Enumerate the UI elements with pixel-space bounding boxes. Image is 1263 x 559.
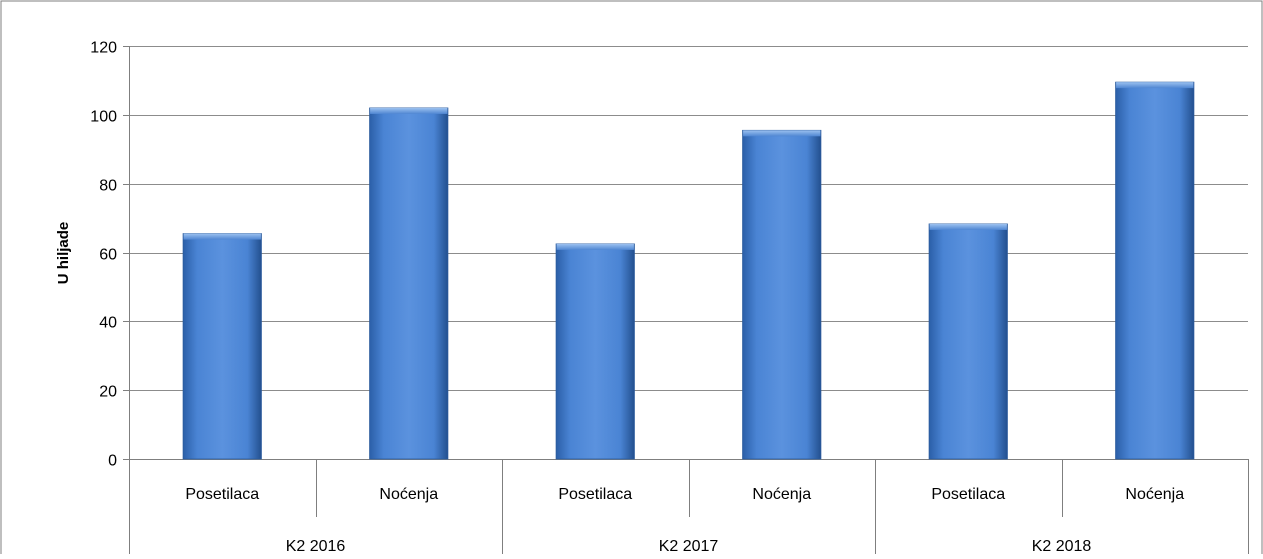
bar-highlight (743, 130, 821, 137)
y-axis-title: U hiljade (55, 222, 72, 285)
bar-highlight (556, 243, 634, 250)
bar (369, 107, 449, 460)
group-label: K2 2018 (1032, 538, 1092, 554)
bar-highlight (1116, 82, 1194, 89)
y-tick-label: 80 (99, 178, 117, 195)
category-label: Posetilaca (931, 486, 1005, 503)
group-label: K2 2017 (659, 538, 719, 554)
bar-highlight (370, 107, 448, 114)
bars (182, 81, 1195, 460)
y-tick-label: 100 (90, 109, 117, 126)
bar (1115, 81, 1195, 460)
bar (742, 129, 822, 460)
y-tick-label: 60 (99, 247, 117, 264)
gridlines (129, 46, 1248, 391)
category-label: Noćenja (379, 486, 438, 503)
category-labels: Posetilaca Noćenja K2 2016 Posetilaca Noćenj… (185, 486, 1184, 555)
bar (928, 223, 1008, 460)
axes: 0 20 40 60 80 100 120 (90, 40, 1249, 554)
category-label: Noćenja (752, 486, 811, 503)
y-tick-label: 120 (90, 40, 117, 57)
category-label: Posetilaca (185, 486, 259, 503)
group-label: K2 2016 (286, 538, 346, 554)
bar (555, 243, 635, 460)
y-tick-label: 40 (99, 315, 117, 332)
bar-highlight (183, 233, 261, 240)
bar-highlight (929, 223, 1007, 230)
bar (182, 233, 262, 460)
y-tick-label: 20 (99, 384, 117, 401)
y-tick-label: 0 (108, 453, 117, 470)
category-label: Posetilaca (558, 486, 632, 503)
category-label: Noćenja (1125, 486, 1184, 503)
